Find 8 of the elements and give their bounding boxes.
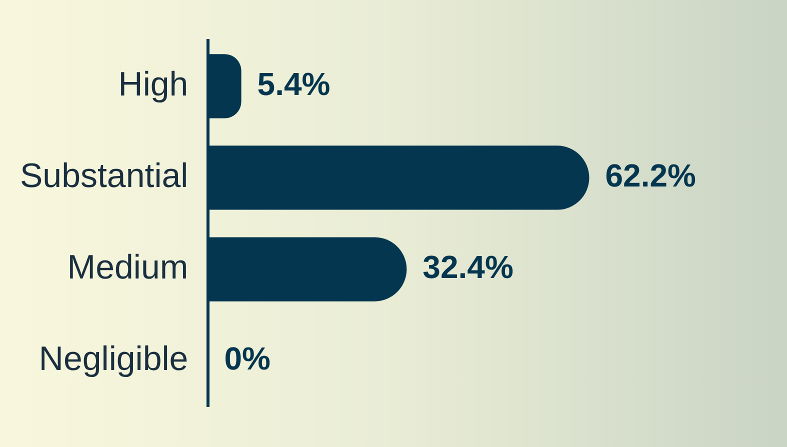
y-tick-label: Substantial <box>20 157 188 196</box>
y-tick-label: High <box>118 66 188 104</box>
y-tick-label: Medium <box>67 248 188 287</box>
data-label: 62.2% <box>605 158 696 194</box>
y-tick-label: Negligible <box>38 340 188 378</box>
data-label: 5.4% <box>257 66 330 102</box>
data-label: 0% <box>224 340 270 377</box>
data-label: 32.4% <box>422 249 514 286</box>
